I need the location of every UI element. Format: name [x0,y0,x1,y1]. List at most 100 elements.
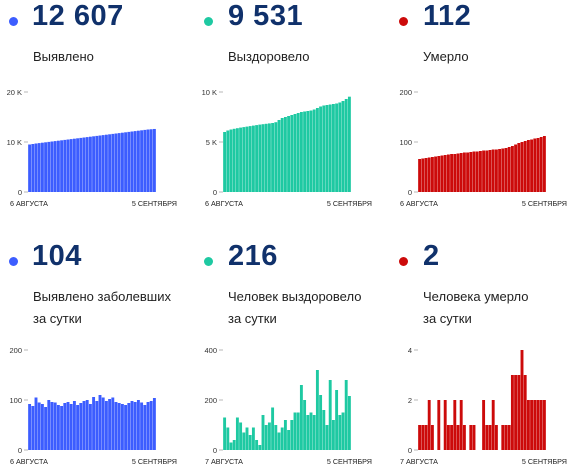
bar [223,132,227,192]
bar [434,156,438,192]
bar [472,425,476,450]
bar [456,425,460,450]
bar [264,123,268,192]
bar [501,148,505,192]
bar [523,375,527,450]
stat-value: 216 [228,240,278,272]
bar [130,401,134,450]
stat-label: Человек выздоровело за сутки [228,286,361,330]
bar [44,142,48,192]
bar [482,150,486,192]
y-tick-label: 0 [213,188,217,197]
stat-panel-cases-daily: 104 Выявлено заболевших за сутки 0 100 200 6 А… [0,240,190,476]
y-tick-label: 10 K [7,138,22,147]
x-tick-label-end: 5 СЕНТЯБРЯ [522,457,567,466]
bar [299,385,303,450]
stat-label: Выявлено заболевших за сутки [33,286,171,330]
bar [309,412,313,450]
bar [526,140,530,192]
y-tick-label: 100 [9,396,22,405]
bar [117,133,121,192]
bar [459,153,463,192]
bar [98,135,102,192]
bar [539,400,543,450]
bar [223,417,227,450]
bar [255,440,259,450]
stat-label: Выявлено [33,46,94,68]
bar [315,108,319,192]
bar [280,427,284,450]
bar [111,397,115,450]
bar [248,435,252,450]
bar [491,400,495,450]
bar [507,425,511,450]
y-tick-label: 200 [204,396,217,405]
bar [514,375,518,450]
bar [293,114,297,192]
bar [322,105,326,192]
bar [76,405,80,450]
bar [482,400,486,450]
stat-label-line: Человек выздоровело [228,289,362,304]
bar [251,427,255,450]
x-tick-label-start: 6 АВГУСТА [205,199,243,208]
bar [280,118,284,192]
bar-chart: 0 100 200 6 АВГУСТА 5 СЕНТЯБРЯ [399,88,567,208]
bar [424,158,428,192]
x-tick-label-start: 6 АВГУСТА [400,199,438,208]
bar [82,137,86,192]
bar [437,156,441,192]
bar [453,400,457,450]
bar [418,159,422,192]
bar [248,126,252,192]
bar [325,105,329,192]
bar [446,154,450,192]
bar [539,137,543,192]
bar [469,152,473,192]
bar [258,445,262,450]
bar [421,425,425,450]
bar [92,397,96,450]
bar [504,425,508,450]
bar [488,150,492,192]
x-tick-label-start: 6 АВГУСТА [10,457,48,466]
x-tick-label-end: 5 СЕНТЯБРЯ [132,199,177,208]
bar [312,415,316,450]
y-tick-label: 200 [9,346,22,355]
bar [251,125,255,192]
bar [331,104,335,192]
bar [239,127,243,192]
bar-chart: 0 10 K 20 K 6 АВГУСТА 5 СЕНТЯБРЯ [7,88,177,208]
bar [507,147,511,192]
bar [306,111,310,192]
bar [95,401,99,450]
bar [108,399,112,450]
bar [536,400,540,450]
bar [322,410,326,450]
series-color-dot [399,17,408,26]
bar [76,138,80,192]
bar [136,130,140,192]
stat-value: 9 531 [228,0,304,32]
bar [229,442,233,450]
y-tick-label: 10 K [202,88,217,97]
stat-panel-deaths-total: 112 Умерло 0 100 200 6 АВГУСТА 5 СЕНТЯБРЯ [390,0,577,236]
bar [485,150,489,192]
bar [462,425,466,450]
bar [66,402,70,450]
bar [335,390,339,450]
bar [85,137,89,192]
bar [124,405,128,450]
bar [92,136,96,192]
bar [56,405,60,450]
bar [140,130,144,192]
bar [127,403,131,450]
bar [127,131,131,192]
bar [494,149,498,192]
bar [303,111,307,192]
bar [72,138,76,192]
stat-panel-recovered-daily: 216 Человек выздоровело за сутки 0 200 400 7 А… [195,240,385,476]
bar [69,139,73,192]
bar [427,157,431,192]
bar [31,144,35,192]
